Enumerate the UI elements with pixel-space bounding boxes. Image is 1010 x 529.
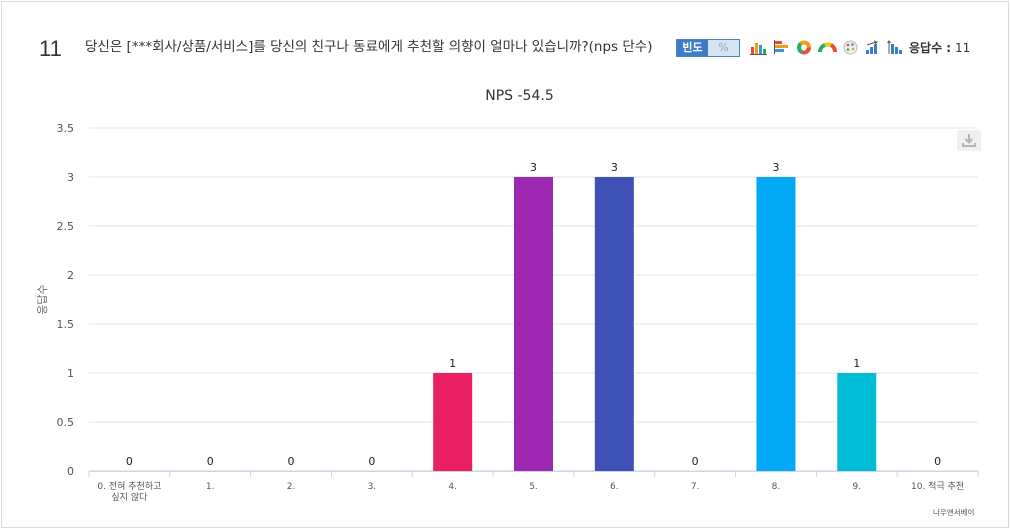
y-tick-label: 0.5: [57, 416, 75, 429]
y-tick-label: 1: [67, 367, 74, 380]
x-tick-label: 8.: [772, 482, 781, 492]
y-tick-label: 2: [67, 269, 74, 282]
palette-icon[interactable]: [843, 40, 858, 55]
data-label: 0: [692, 455, 699, 468]
data-label: 1: [853, 357, 860, 370]
display-mode-toggle[interactable]: 빈도 %: [676, 38, 740, 57]
x-tick-label: 4.: [448, 482, 457, 492]
x-tick-label: 5.: [529, 482, 538, 492]
question-title: 당신은 [***회사/상품/서비스]를 당신의 친구나 동료에게 추천할 의향이…: [85, 39, 653, 55]
horizontal-bar-icon[interactable]: [773, 40, 790, 55]
x-tick-label: 2.: [287, 482, 296, 492]
percent-button[interactable]: %: [708, 39, 739, 56]
x-tick-label: 6.: [610, 482, 619, 492]
data-label: 1: [449, 357, 456, 370]
y-tick-label: 0: [67, 465, 74, 478]
data-label: 0: [368, 455, 375, 468]
question-number: 11: [39, 36, 62, 61]
download-button[interactable]: [957, 130, 981, 151]
y-tick-label: 2.5: [57, 220, 75, 233]
data-label: 0: [126, 455, 133, 468]
bar: [433, 373, 473, 471]
x-tick-label: 3.: [368, 482, 377, 492]
response-count-label: 응답수 :: [909, 41, 952, 55]
data-label: 3: [611, 161, 618, 174]
chart-title: NPS -54.5: [485, 88, 553, 104]
footer-credit: 나우앤서베이: [933, 508, 975, 517]
response-count-value: 11: [954, 41, 971, 55]
bar: [514, 177, 553, 471]
donut-chart-icon[interactable]: [796, 40, 812, 55]
data-label: 3: [530, 161, 537, 174]
response-count: 응답수 : 11: [909, 39, 970, 56]
x-tick-label: 10. 적극 추천: [911, 480, 964, 492]
ascending-sort-icon[interactable]: [864, 40, 881, 55]
y-tick-label: 1.5: [57, 318, 75, 331]
bar: [756, 177, 796, 471]
x-tick-label: 7.: [691, 482, 700, 492]
x-tick-label: 0. 전혀 추천하고 싶지 않다: [97, 481, 161, 503]
x-tick-label: 9.: [852, 482, 861, 492]
y-tick-label: 3.5: [57, 122, 75, 135]
frequency-button[interactable]: 빈도: [677, 39, 708, 56]
download-icon: [962, 134, 976, 147]
bar: [837, 373, 877, 471]
data-label: 0: [288, 455, 295, 468]
x-tick-label: 1.: [206, 482, 215, 492]
descending-sort-icon[interactable]: [887, 40, 904, 55]
y-axis-label: 응답수: [36, 284, 49, 314]
bar-chart-icon[interactable]: [750, 40, 767, 55]
bar: [594, 177, 634, 471]
data-label: 0: [934, 455, 941, 468]
data-label: 3: [772, 161, 779, 174]
gauge-chart-icon[interactable]: [818, 40, 837, 55]
data-label: 0: [207, 455, 214, 468]
chart-toolbar: 빈도 %: [676, 38, 970, 57]
y-tick-label: 3: [67, 171, 74, 184]
